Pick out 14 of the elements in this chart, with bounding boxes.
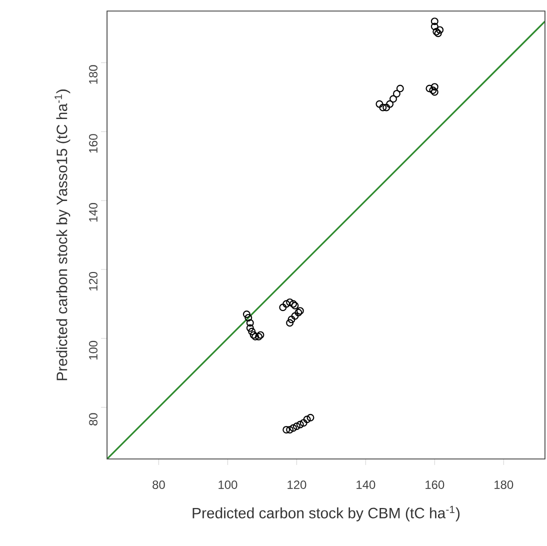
- y-tick-label: 80: [89, 413, 98, 426]
- y-tick-label: 160: [89, 134, 98, 153]
- x-tick-label: 100: [218, 480, 238, 489]
- x-tick-label: 140: [356, 480, 376, 489]
- x-tick-label: 120: [288, 480, 306, 489]
- y-tick-label: 180: [89, 65, 98, 84]
- x-tick-label: 160: [426, 480, 444, 489]
- y-tick-label: 140: [89, 203, 98, 222]
- x-tick-label: 80: [152, 480, 165, 489]
- x-axis-title: Predicted carbon stock by CBM (tC ha$^{-1}$): [192, 506, 460, 522]
- y-tick-label: 100: [89, 340, 98, 360]
- y-axis-title: Predicted carbon stock by Yasso15 (tC ha$^{-1}$): [54, 90, 70, 380]
- y-tick-label: 120: [89, 272, 98, 291]
- x-tick-label: 180: [494, 480, 514, 489]
